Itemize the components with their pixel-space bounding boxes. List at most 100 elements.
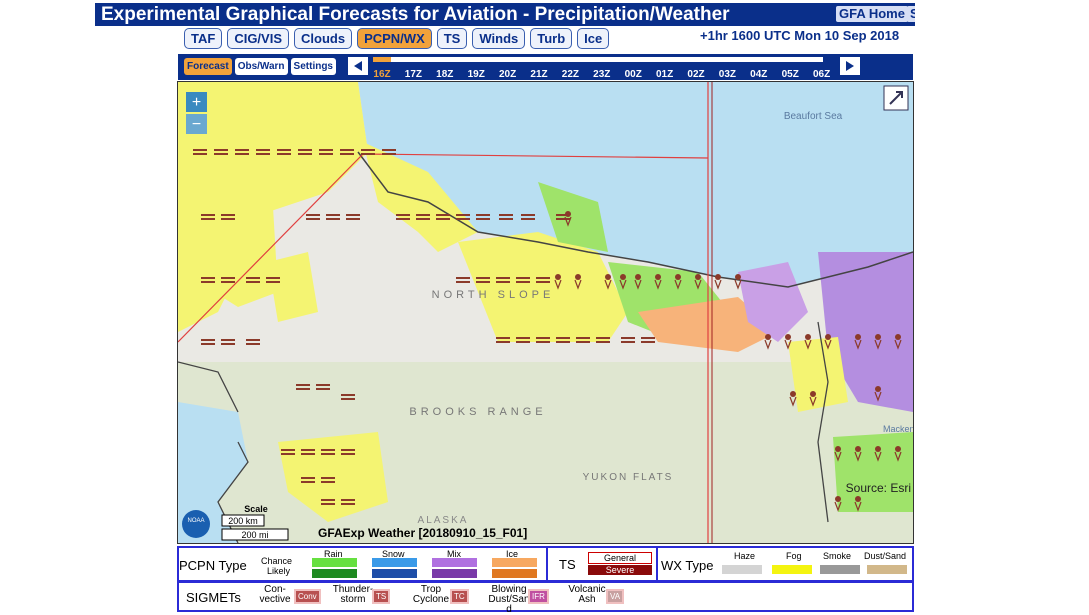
wx-symbol xyxy=(536,341,550,343)
wx-symbol xyxy=(201,218,215,220)
wx-symbol xyxy=(875,334,881,340)
wx-symbol xyxy=(734,279,742,290)
wx-symbol xyxy=(476,214,490,216)
sigmet-name: Thunder-storm xyxy=(332,584,374,605)
time-step[interactable]: 21Z xyxy=(530,69,548,80)
wx-symbol xyxy=(556,341,570,343)
time-step[interactable]: 05Z xyxy=(781,69,799,80)
sigmet-box: TS xyxy=(372,589,391,604)
wx-symbol xyxy=(596,337,610,339)
time-step[interactable]: 03Z xyxy=(718,69,737,80)
next-arrow xyxy=(846,61,854,71)
wx-symbol xyxy=(456,214,470,216)
tab-button[interactable]: Winds xyxy=(472,28,526,49)
wx-symbol xyxy=(496,337,510,339)
noaa-text: NOAA xyxy=(187,518,204,524)
status: +1hr 1600 UTC Mon 10 Sep 2018 xyxy=(700,28,900,43)
wx-symbol xyxy=(416,218,430,220)
tab-button[interactable]: TAF xyxy=(184,28,223,49)
tab-button[interactable]: PCPN/WX xyxy=(357,28,432,49)
time-step[interactable]: 04Z xyxy=(750,69,768,80)
wx-symbol xyxy=(789,396,797,407)
time-step[interactable]: 00Z xyxy=(624,69,642,80)
wx-symbol xyxy=(556,218,570,220)
wx-symbol xyxy=(456,218,470,220)
zoom-out[interactable] xyxy=(186,114,207,134)
tab-button[interactable]: TS xyxy=(436,28,468,49)
time-step[interactable]: 19Z xyxy=(467,69,485,80)
wx-symbol xyxy=(256,149,270,151)
track[interactable] xyxy=(373,57,823,62)
time-step[interactable]: 22Z xyxy=(561,69,580,80)
wx-symbol xyxy=(835,496,841,502)
swatch xyxy=(492,558,537,567)
tab-button[interactable]: CIG/VIS xyxy=(227,28,289,49)
wx-symbol xyxy=(675,274,681,280)
wx-symbol xyxy=(319,149,333,151)
wx-symbol xyxy=(555,274,561,280)
wx-symbol xyxy=(765,334,771,340)
slider xyxy=(348,57,860,75)
wx-symbol xyxy=(201,277,215,279)
wx-symbol xyxy=(201,214,215,216)
cut-button[interactable]: S xyxy=(907,6,915,22)
time-step[interactable]: 06Z xyxy=(812,69,831,80)
tab-button[interactable]: Turb xyxy=(530,28,573,49)
wx-symbol xyxy=(277,149,291,151)
tab-button[interactable]: Clouds xyxy=(294,28,353,49)
wx-symbol xyxy=(764,339,772,350)
wx-symbol xyxy=(321,477,335,479)
time-step[interactable]: 01Z xyxy=(655,69,674,80)
wx-symbol xyxy=(715,274,721,280)
wx-symbol xyxy=(266,281,280,283)
subtab-button[interactable]: Settings xyxy=(290,58,336,75)
time-step[interactable]: 02Z xyxy=(687,69,705,80)
wx-symbol xyxy=(301,477,315,479)
wx-symbol xyxy=(361,149,375,151)
wx-symbol xyxy=(201,343,215,345)
time-step[interactable]: 23Z xyxy=(593,69,611,80)
wx-symbol xyxy=(456,277,470,279)
wx-symbol xyxy=(874,451,882,462)
wx-symbol xyxy=(825,334,831,340)
wx-symbol xyxy=(296,388,310,390)
wx-symbol xyxy=(321,449,335,451)
zoom-in-label: + xyxy=(192,94,201,111)
wx-symbol xyxy=(785,334,791,340)
time-step[interactable]: 16Z xyxy=(373,69,391,80)
subtab-button[interactable]: Obs/Warn xyxy=(234,58,288,75)
subtab-button[interactable]: Forecast xyxy=(184,58,232,75)
zoom-in[interactable] xyxy=(186,92,207,112)
wx-symbol xyxy=(855,496,861,502)
wx-symbol xyxy=(565,211,571,217)
wx-symbol xyxy=(516,337,530,339)
home-button[interactable]: GFA Home xyxy=(836,6,908,22)
tab-button[interactable]: Ice xyxy=(577,28,610,49)
coastline xyxy=(357,151,913,288)
map-label: YUKON FLATS xyxy=(583,472,674,483)
wx-symbol xyxy=(655,274,661,280)
time-step[interactable]: 18Z xyxy=(436,69,454,80)
wx-symbol xyxy=(235,149,249,151)
swatch xyxy=(312,558,357,567)
wx-symbol xyxy=(875,446,881,452)
wx-symbol xyxy=(809,396,817,407)
wx-symbol xyxy=(221,343,235,345)
wx-symbol xyxy=(619,279,627,290)
wx-symbol xyxy=(521,214,535,216)
swatch xyxy=(432,558,477,567)
wx-symbol xyxy=(556,337,570,339)
wx-symbol xyxy=(281,449,295,451)
wx-symbol xyxy=(895,446,901,452)
wx-symbol xyxy=(341,453,355,455)
wx-symbol xyxy=(246,277,260,279)
wx-symbol xyxy=(536,277,550,279)
page-title: Experimental Graphical Forecasts for Avi… xyxy=(101,4,730,25)
wx-symbol xyxy=(346,214,360,216)
wx-symbol xyxy=(341,394,355,396)
time-step[interactable]: 20Z xyxy=(498,69,517,80)
scale-km: 200 km xyxy=(228,516,258,526)
wx-symbol xyxy=(321,453,335,455)
time-step[interactable]: 17Z xyxy=(404,69,423,80)
wx-symbol xyxy=(620,274,626,280)
